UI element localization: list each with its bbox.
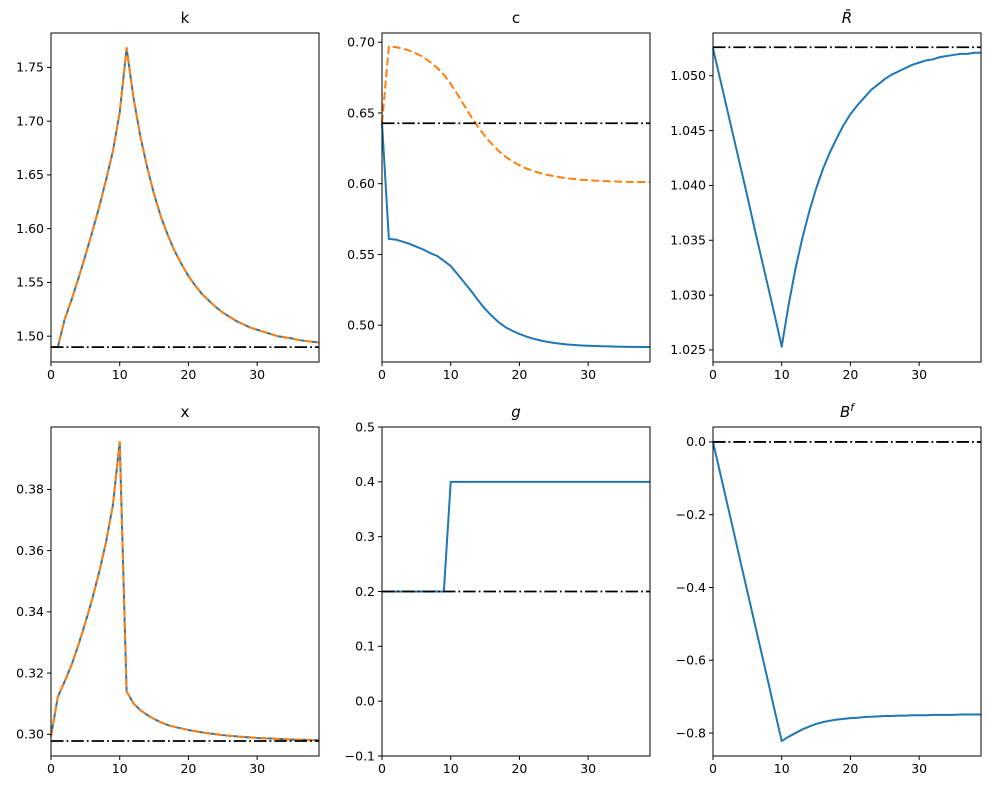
y-tick-label: 1.50 — [16, 328, 44, 343]
x-tick-label: 0 — [47, 367, 55, 382]
x-tick-label: 0 — [47, 761, 55, 776]
y-tick-label: 1.030 — [670, 287, 706, 302]
subplot-B-f: 0 10 20 30 0.0 −0.2 −0.4 −0.6 −0.8 Bf — [676, 402, 982, 776]
y-tick-label: 0.65 — [347, 105, 375, 120]
subplot-R-bar: 0 10 20 30 1.025 1.030 1.035 1.040 1.045 1.050 R̄ — [670, 8, 982, 382]
x-tick-label: 30 — [580, 367, 596, 382]
y-tick-label: 0.38 — [16, 482, 44, 497]
y-tick-label: 1.55 — [16, 275, 44, 290]
x-tick-label: 10 — [443, 761, 459, 776]
y-tick-label: 0.0 — [686, 434, 706, 449]
y-tick-label: 1.65 — [16, 167, 44, 182]
subplot-R-bar-blue-solid-series — [712, 48, 981, 348]
subplot-x-title: x — [181, 403, 190, 421]
subplot-c-axes-frame — [381, 32, 651, 363]
y-tick-label: 1.75 — [16, 60, 44, 75]
x-tick-label: 20 — [180, 761, 196, 776]
subplot-B-f-axes-frame — [712, 426, 982, 757]
y-tick-label: 0.4 — [355, 474, 375, 489]
x-tick-label: 20 — [511, 761, 527, 776]
subplot-B-f-title: Bf — [840, 402, 856, 421]
subplot-B-f-blue-solid-series — [712, 441, 981, 743]
y-tick-label: 1.045 — [670, 123, 706, 138]
y-tick-label: 0.1 — [355, 639, 375, 654]
subplot-R-bar-title: R̄ — [842, 8, 852, 27]
x-tick-label: 30 — [911, 761, 927, 776]
x-tick-label: 0 — [709, 761, 717, 776]
x-tick-label: 10 — [112, 367, 128, 382]
y-tick-label: 0.5 — [355, 419, 375, 434]
x-tick-label: 10 — [443, 367, 459, 382]
x-tick-label: 0 — [709, 367, 717, 382]
x-tick-label: 0 — [378, 367, 386, 382]
subplot-c-blue-solid-series — [381, 122, 650, 348]
y-tick-label: 1.035 — [670, 233, 706, 248]
y-tick-label: 0.3 — [355, 529, 375, 544]
x-tick-label: 30 — [580, 761, 596, 776]
y-tick-label: −0.6 — [676, 653, 706, 668]
y-tick-label: 0.2 — [355, 584, 375, 599]
subplot-k: 0 10 20 30 1.50 1.55 1.60 1.65 1.70 1.75 k — [16, 9, 320, 382]
x-tick-label: 30 — [249, 761, 265, 776]
subplot-x-blue-solid-series — [50, 441, 319, 742]
y-tick-label: −0.8 — [676, 725, 706, 740]
y-tick-label: 1.60 — [16, 221, 44, 236]
x-tick-label: 20 — [180, 367, 196, 382]
x-tick-label: 0 — [378, 761, 386, 776]
subplot-c-title: c — [512, 9, 520, 27]
y-tick-label: −0.1 — [345, 748, 375, 763]
y-tick-label: 0.0 — [355, 693, 375, 708]
y-tick-label: −0.2 — [676, 507, 706, 522]
x-tick-label: 30 — [911, 367, 927, 382]
y-tick-label: 0.36 — [16, 543, 44, 558]
x-tick-label: 10 — [774, 761, 790, 776]
x-tick-label: 20 — [842, 761, 858, 776]
y-tick-label: 1.025 — [670, 342, 706, 357]
subplot-c-orange-dashed-series — [381, 45, 651, 184]
y-tick-label: 0.30 — [16, 727, 44, 742]
subplot-x-axes-frame — [50, 426, 320, 757]
x-tick-label: 10 — [112, 761, 128, 776]
y-tick-label: −0.4 — [676, 580, 706, 595]
x-tick-label: 10 — [774, 367, 790, 382]
subplot-g: 0 10 20 30 −0.1 0.0 0.1 0.2 0.3 0.4 0.5 g — [345, 403, 651, 776]
y-tick-label: 0.60 — [347, 176, 375, 191]
y-tick-label: 0.50 — [347, 318, 375, 333]
x-tick-label: 30 — [249, 367, 265, 382]
subplot-g-blue-solid-series — [382, 480, 650, 593]
y-tick-label: 0.32 — [16, 665, 44, 680]
y-tick-label: 0.55 — [347, 247, 375, 262]
subplot-c: 0 10 20 30 0.50 0.55 0.60 0.65 0.70 c — [347, 9, 651, 382]
subplot-k-title: k — [181, 9, 190, 27]
subplot-k-axes-frame — [50, 32, 320, 363]
y-tick-label: 1.050 — [670, 68, 706, 83]
subplot-x: 0 10 20 30 0.30 0.32 0.34 0.36 0.38 x — [16, 403, 320, 776]
subplot-R-bar-axes-frame — [712, 32, 982, 363]
subplot-k-blue-solid-series — [51, 47, 320, 348]
subplot-k-orange-dashed-series — [51, 47, 320, 348]
subplot-g-title: g — [511, 403, 521, 421]
y-tick-label: 1.70 — [16, 113, 44, 128]
subplot-x-orange-dashed-series — [50, 441, 319, 742]
y-tick-label: 0.34 — [16, 604, 44, 619]
x-tick-label: 20 — [842, 367, 858, 382]
y-tick-label: 1.040 — [670, 178, 706, 193]
x-tick-label: 20 — [511, 367, 527, 382]
y-tick-label: 0.70 — [347, 34, 375, 49]
